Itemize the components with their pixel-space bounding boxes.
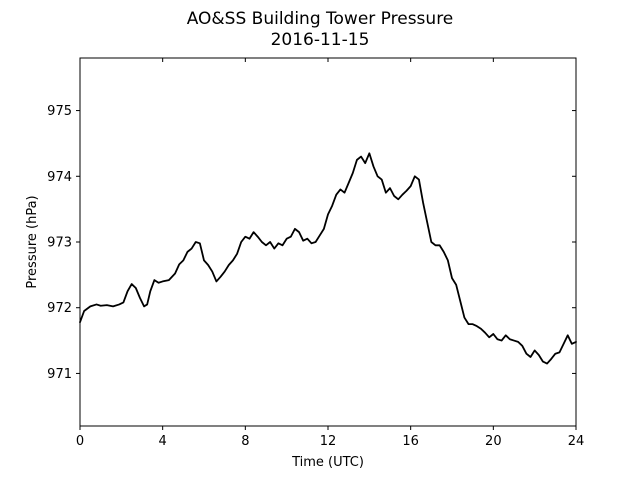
y-tick-label: 975 <box>47 104 72 119</box>
y-axis-label: Pressure (hPa) <box>25 195 40 288</box>
chart-subtitle: 2016-11-15 <box>271 30 370 50</box>
y-tick-label: 971 <box>47 367 72 382</box>
y-tick-label: 974 <box>47 170 72 185</box>
x-tick-label: 16 <box>402 434 419 449</box>
x-tick-label: 0 <box>76 434 84 449</box>
x-tick-label: 24 <box>568 434 585 449</box>
x-tick-label: 20 <box>485 434 502 449</box>
pressure-series-line <box>79 152 577 365</box>
x-axis-label: Time (UTC) <box>291 455 364 470</box>
chart-title: AO&SS Building Tower Pressure <box>187 9 454 29</box>
axis-tick-labels: 0 4 8 12 16 20 24 971 972 973 974 975 <box>47 104 584 449</box>
y-tick-label: 973 <box>47 236 72 251</box>
plot-frame <box>79 57 577 427</box>
x-tick-label: 8 <box>241 434 249 449</box>
x-tick-label: 4 <box>159 434 167 449</box>
y-tick-label: 972 <box>47 301 72 316</box>
x-tick-label: 12 <box>320 434 337 449</box>
